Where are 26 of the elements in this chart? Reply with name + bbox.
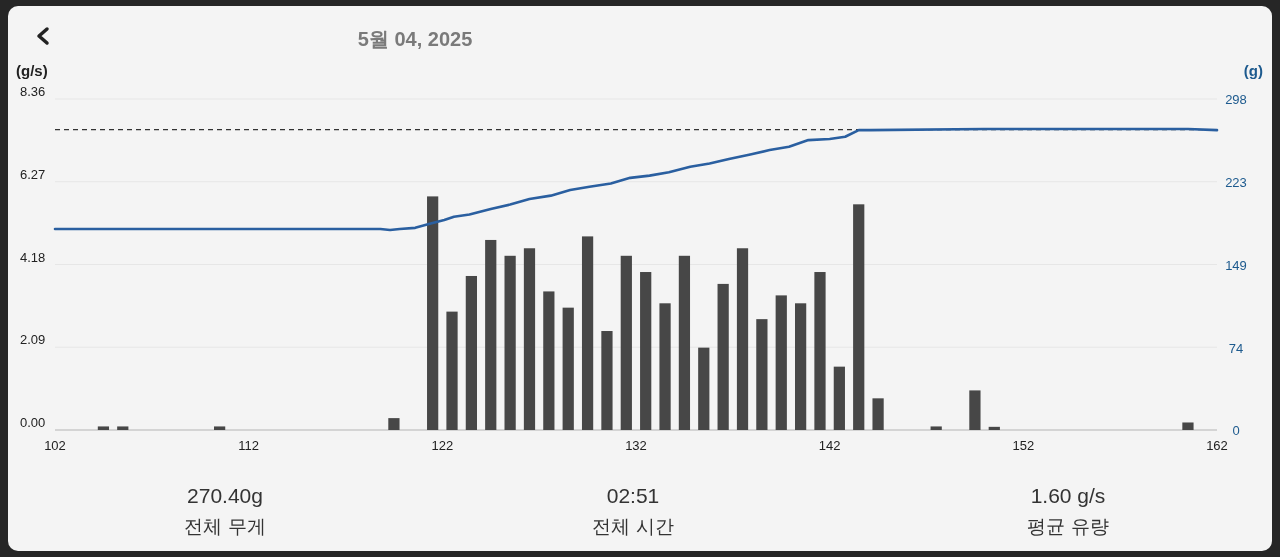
annotation: 02:51: [606, 484, 660, 507]
y2-tick-label: 223: [1225, 175, 1247, 191]
x-tick-label: 112: [238, 438, 260, 453]
title: 5월 04, 2025: [357, 28, 473, 50]
y2-tick-label: 74: [1228, 340, 1244, 356]
y2-tick-label: 0: [1232, 423, 1240, 438]
y-tick-label: 4.18: [20, 249, 46, 265]
y2-tick-label: 149: [1225, 257, 1247, 273]
y2-tick-label: 298: [1225, 92, 1247, 107]
x-tick-label: 132: [625, 438, 647, 453]
x-tick-label: 142: [818, 438, 841, 453]
y-tick-label: 6.27: [20, 166, 46, 182]
y-tick-label: 2.09: [20, 332, 46, 348]
y-tick-label: 0.00: [20, 415, 46, 430]
annotation: 1.60 g/s: [1030, 484, 1106, 507]
annotation: 전체 시간: [592, 516, 674, 537]
annotation: 전체 무게: [184, 516, 266, 537]
y2-axis-title: (g): [1243, 62, 1263, 79]
annotation: 평균 유량: [1027, 516, 1109, 537]
x-tick-label: 102: [44, 438, 66, 453]
y-tick-label: 8.36: [20, 84, 46, 99]
x-tick-label: 162: [1206, 438, 1228, 453]
y-axis-title: (g/s): [16, 62, 48, 79]
annotation: 270.40g: [187, 484, 263, 507]
x-tick-label: 152: [1012, 438, 1035, 453]
x-tick-label: 122: [431, 438, 454, 453]
